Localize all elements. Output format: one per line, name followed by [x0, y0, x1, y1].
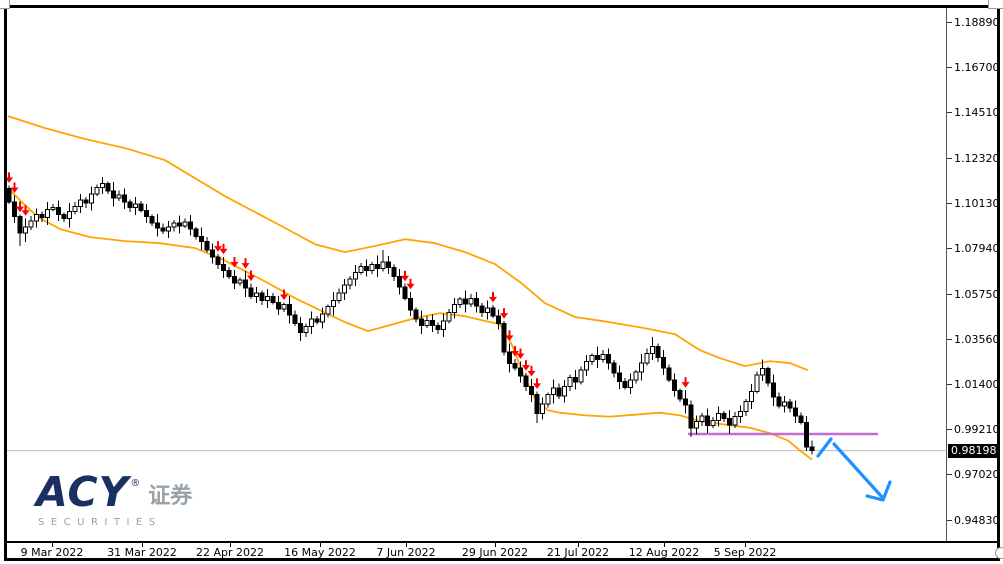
time-tick-label: 22 Apr 2022 [195, 546, 265, 559]
sell-arrow-icon [505, 330, 514, 341]
sell-arrow-icon [401, 270, 409, 282]
price-tick [947, 67, 952, 69]
sell-arrow-icon [516, 348, 525, 360]
sell-arrow-icon [219, 243, 228, 255]
price-tick-label: 1.07940 [954, 242, 1000, 256]
sell-arrow-icon [681, 377, 690, 388]
time-tick [664, 543, 665, 547]
sell-arrow-icon [522, 360, 530, 371]
sell-arrow-icon [16, 201, 24, 213]
price-tick [947, 519, 952, 521]
price-tick [947, 474, 952, 476]
sell-arrow-icon [21, 205, 30, 216]
price-tick-label: 1.18890 [954, 15, 1000, 29]
price-axis-separator [946, 8, 947, 541]
time-tick [52, 543, 53, 547]
candlesticks [7, 176, 815, 455]
price-tick-label: 1.10130 [954, 197, 1000, 211]
sell-arrow-icon [7, 172, 13, 183]
price-tick-label: 1.14510 [954, 106, 1000, 120]
time-tick [142, 543, 143, 547]
sell-arrow-icon [527, 365, 536, 377]
price-tick-label: 1.01400 [954, 377, 1000, 391]
time-tick-label: 31 Mar 2022 [107, 546, 177, 559]
registered-trademark-icon: ® [130, 478, 141, 489]
time-tick [578, 543, 579, 547]
sell-signal-arrows [7, 172, 690, 389]
chart-window-frame: 1.18890 1.16700 1.14510 1.12320 1.10130 1.079… [4, 5, 1000, 561]
price-tick-label: 1.03560 [954, 333, 1000, 347]
sell-arrow-icon [533, 378, 541, 389]
logo-brand-text: ACY [36, 468, 130, 516]
current-price-badge: 0.98198 [948, 443, 998, 458]
sell-arrow-icon [280, 289, 288, 301]
sell-arrow-icon [10, 182, 19, 194]
price-tick-label: 0.99210 [954, 423, 1000, 437]
price-tick [947, 112, 952, 114]
time-tick [745, 543, 746, 547]
price-tick-label: 1.12320 [954, 151, 1000, 165]
time-tick-label: 21 Jul 2022 [546, 546, 610, 559]
price-tick [947, 157, 952, 159]
price-tick [947, 293, 952, 295]
sell-arrow-icon [406, 278, 415, 290]
broker-logo: ACY ® 证券 SECURITIES [36, 468, 193, 529]
time-tick [230, 543, 231, 547]
price-tick [947, 429, 952, 431]
time-axis-line [7, 541, 997, 543]
time-tick-label: 9 Mar 2022 [20, 546, 84, 559]
sell-arrow-icon [500, 308, 508, 319]
window-chrome-artifact [995, 547, 1003, 559]
window-chrome-artifact [988, 0, 1003, 9]
time-tick [495, 543, 496, 547]
price-tick-label: 0.97020 [954, 468, 1000, 482]
price-tick-label: 1.05750 [954, 287, 1000, 301]
time-tick-label: 29 Jun 2022 [461, 546, 529, 559]
price-tick-label: 1.16700 [954, 61, 1000, 75]
forecast-down-arrow [816, 437, 892, 502]
sell-arrow-icon [511, 346, 519, 357]
price-tick-label: 0.94830 [954, 513, 1000, 527]
time-tick [320, 543, 321, 547]
sell-arrow-icon [489, 291, 497, 303]
time-tick [406, 543, 407, 547]
time-tick-label: 7 Jun 2022 [376, 546, 436, 559]
window-chrome-artifact [0, 0, 10, 9]
price-tick [947, 339, 952, 341]
sell-arrow-icon [230, 257, 239, 268]
price-tick [947, 203, 952, 205]
sell-arrow-icon [214, 241, 222, 252]
logo-chinese-text: 证券 [148, 484, 193, 509]
logo-subtitle: SECURITIES [38, 517, 162, 528]
time-tick-label: 12 Aug 2022 [628, 546, 700, 559]
price-tick [947, 383, 952, 385]
upper-band [7, 115, 809, 372]
price-tick [947, 21, 952, 23]
price-tick [947, 248, 952, 250]
candlestick-plot-area[interactable] [7, 8, 997, 558]
time-tick-label: 16 May 2022 [284, 546, 356, 559]
time-tick-label: 5 Sep 2022 [713, 546, 777, 559]
sell-arrow-icon [247, 270, 255, 282]
sell-arrow-icon [241, 258, 250, 269]
